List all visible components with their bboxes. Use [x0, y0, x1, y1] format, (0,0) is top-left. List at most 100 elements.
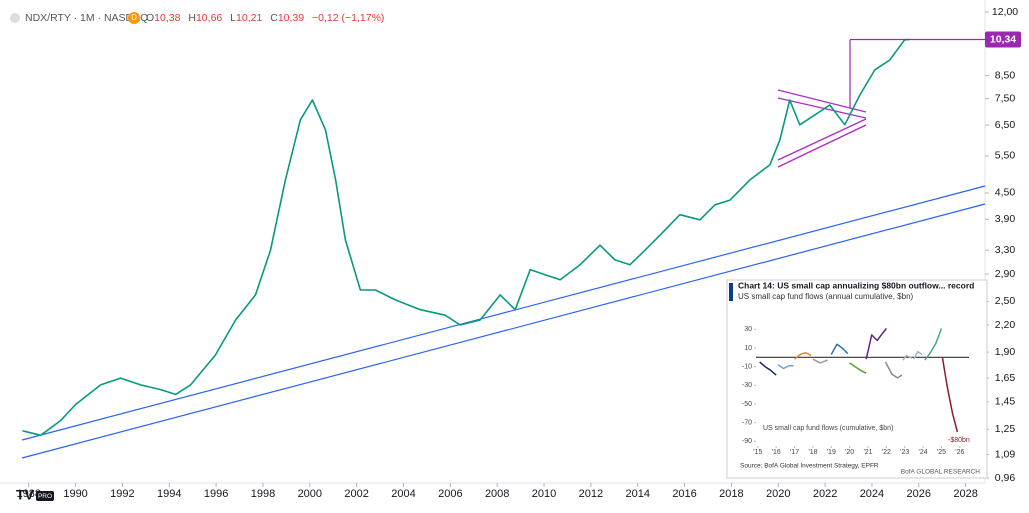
badge: D [131, 13, 137, 22]
x-tick-label: 2012 [579, 488, 603, 500]
y-tick-label: 1,09 [995, 448, 1016, 460]
inset-end-label: -$80bn [948, 437, 970, 444]
ohlc-value: 10,39 [278, 12, 304, 24]
triangle-line [777, 118, 867, 161]
symbol: NDX/RTY · 1M · NASDAQ [25, 12, 148, 24]
inset-plot: 30 10 -10 -30 -50 -70 -90'15 '16 '17 '18 '19 '20 '21… [742, 326, 969, 456]
x-tick-label: 2002 [344, 488, 368, 500]
x-tick-label: 2026 [907, 488, 931, 500]
x-tick-label: 1996 [204, 488, 228, 500]
x-tick-label: 2014 [625, 488, 649, 500]
y-tick-label: -10 [742, 364, 752, 371]
y-tick-label: 1,90 [995, 346, 1016, 358]
inset-source: Source: BofA Global Investment Strategy,… [740, 463, 879, 470]
x-tick-label: 1992 [110, 488, 134, 500]
badge-icon [128, 12, 140, 24]
y-tick-label: 4,50 [995, 187, 1016, 199]
ohlc-value: 10,66 [196, 12, 222, 24]
trend-line [21, 185, 986, 441]
last-price-box [985, 31, 1021, 48]
series-line [913, 350, 923, 360]
x-tick-label: '22 [882, 449, 891, 456]
inset-brand: BofA GLOBAL RESEARCH [901, 469, 981, 476]
x-tick-label: 2024 [860, 488, 884, 500]
y-tick-label: 2,20 [995, 319, 1016, 331]
y-tick-label: 6,50 [995, 119, 1016, 131]
y-tick-label: -90 [742, 438, 752, 445]
y-tick-label: 7,50 [995, 92, 1016, 104]
y-tick-label: 12,00 [992, 6, 1018, 18]
logo-badge: PRO [38, 493, 52, 500]
x-tick-label: 2016 [672, 488, 696, 500]
last-price-label: 10,34 [990, 33, 1016, 45]
x-tick-label: '21 [863, 449, 872, 456]
x-tick-label: 1990 [63, 488, 87, 500]
y-tick-label: 1,45 [995, 396, 1016, 408]
inset-subtitle: US small cap fund flows (annual cumulati… [738, 292, 914, 301]
y-tick-label: -50 [742, 401, 752, 408]
ohlc-value: 10,38 [154, 12, 180, 24]
series-line [849, 362, 867, 374]
ohlc-value: −0,12 (−1,17%) [312, 12, 384, 24]
inset-box [726, 279, 988, 479]
series-line [794, 351, 812, 360]
x-tick-label: 2004 [391, 488, 415, 500]
y-tick-label: 2,50 [995, 295, 1016, 307]
x-tick-label: 1988 [16, 488, 40, 500]
y-tick-label: 10 [744, 345, 752, 352]
y-tick-label: 8,50 [995, 69, 1016, 81]
series-line [865, 327, 887, 360]
trend-line [21, 203, 986, 459]
series-line [777, 364, 794, 370]
series-line [902, 354, 913, 361]
x-tick-label: 2022 [813, 488, 837, 500]
x-tick-label: 2010 [532, 488, 556, 500]
x-tick-label: '20 [845, 449, 854, 456]
x-tick-label: '25 [937, 449, 946, 456]
y-tick-label: 2,90 [995, 268, 1016, 280]
x-tick-label: '15 [753, 449, 762, 456]
x-tick-label: '23 [900, 449, 909, 456]
series-line [924, 328, 943, 361]
series-line [22, 38, 910, 437]
y-tick-label: 3,90 [995, 213, 1016, 225]
symbol-icon [10, 13, 20, 23]
inset-title: Chart 14: US small cap annualizing $80bn… [738, 280, 974, 290]
ohlc-label: L [230, 12, 236, 24]
y-tick-label: -30 [742, 382, 752, 389]
x-tick-label: 2000 [298, 488, 322, 500]
y-tick-label: 0,96 [995, 472, 1016, 484]
ohlc-label: H [188, 12, 196, 24]
x-tick-label: '19 [827, 449, 836, 456]
logo-mark: TV [16, 487, 35, 503]
ohlc-text: O10,38 H10,66 L10,21 C10,39 −0,12 (−1,17… [146, 12, 384, 24]
x-tick-label: 2008 [485, 488, 509, 500]
ohlc: O10,38 H10,66 L10,21 C10,39 −0,12 (−1,17… [146, 12, 384, 24]
x-tick-label: '17 [790, 449, 799, 456]
ohlc-value: 10,21 [236, 12, 262, 24]
y-tick-label: 3,30 [995, 244, 1016, 256]
triangle-line [777, 89, 867, 113]
main-plot: 12,00 8,50 7,50 6,50 5,50 4,50 3,90 3,30 2,90 2,5… [16, 6, 1021, 500]
triangle-line [777, 124, 867, 168]
series-line [941, 357, 959, 433]
triangle-line [777, 97, 867, 119]
y-tick-label: 1,65 [995, 372, 1016, 384]
series-line [759, 361, 777, 376]
y-tick-label: -70 [742, 420, 752, 427]
x-tick-label: '16 [772, 449, 781, 456]
y-tick-label: 1,25 [995, 423, 1016, 435]
x-tick-label: 2018 [719, 488, 743, 500]
x-tick-label: '18 [808, 449, 817, 456]
series-line [812, 358, 828, 364]
y-tick-label: 5,50 [995, 150, 1016, 162]
x-tick-label: '24 [919, 449, 928, 456]
x-tick-label: 2028 [953, 488, 977, 500]
series-line [830, 343, 849, 355]
y-tick-label: 30 [744, 326, 752, 333]
x-tick-label: 2006 [438, 488, 462, 500]
inset-accent [729, 283, 733, 301]
inset-annotation: US small cap fund flows (cumulative, $bn… [763, 425, 893, 432]
x-tick-label: 2020 [766, 488, 790, 500]
